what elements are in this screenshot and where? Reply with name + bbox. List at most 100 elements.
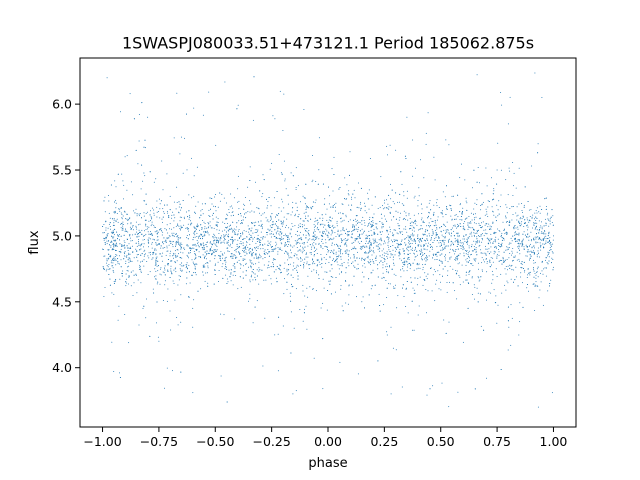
data-point: [463, 243, 464, 245]
data-point: [483, 229, 485, 231]
data-point: [220, 242, 222, 244]
data-point: [243, 247, 245, 249]
data-point: [246, 242, 248, 244]
data-point: [528, 290, 529, 292]
data-point: [121, 244, 123, 246]
data-point: [135, 226, 137, 228]
data-point: [329, 283, 331, 285]
data-point: [323, 226, 324, 228]
data-point: [169, 310, 171, 312]
data-point: [320, 307, 322, 309]
data-point: [274, 229, 276, 231]
data-point: [353, 246, 355, 248]
data-point: [345, 267, 347, 269]
data-point: [416, 224, 418, 226]
data-point: [212, 252, 213, 254]
data-point: [383, 243, 385, 245]
data-point: [535, 238, 537, 240]
data-point: [128, 254, 129, 256]
data-point: [110, 245, 112, 247]
data-point: [413, 240, 415, 242]
data-point: [448, 240, 450, 242]
data-point: [375, 245, 377, 247]
data-point: [218, 229, 220, 231]
data-point: [227, 241, 229, 243]
data-point: [384, 260, 386, 262]
data-point: [369, 238, 371, 239]
data-point: [441, 262, 443, 264]
data-point: [178, 275, 180, 277]
data-point: [164, 387, 165, 389]
data-point: [142, 239, 144, 241]
data-point: [512, 206, 514, 207]
data-point: [544, 243, 546, 245]
data-point: [231, 205, 233, 207]
data-point: [272, 263, 274, 265]
data-point: [413, 289, 415, 291]
data-point: [183, 218, 185, 220]
data-point: [243, 216, 244, 218]
data-point: [320, 246, 322, 248]
data-point: [168, 263, 169, 265]
data-point: [278, 316, 280, 318]
data-point: [335, 291, 336, 293]
data-point: [105, 229, 107, 231]
data-point: [467, 222, 469, 224]
data-point: [392, 256, 394, 258]
data-point: [512, 248, 514, 249]
data-point: [348, 204, 350, 206]
data-point: [373, 234, 375, 235]
data-point: [233, 263, 235, 265]
data-point: [353, 265, 355, 267]
data-point: [232, 229, 234, 231]
data-point: [371, 225, 373, 227]
data-point: [462, 228, 464, 230]
data-point: [509, 170, 511, 172]
data-point: [551, 245, 553, 247]
data-point: [272, 250, 274, 252]
data-point: [156, 200, 158, 202]
data-point: [169, 240, 171, 242]
data-point: [166, 224, 168, 226]
data-point: [127, 250, 129, 251]
data-point: [125, 256, 127, 258]
data-point: [475, 216, 477, 218]
data-point: [533, 224, 535, 226]
data-point: [132, 225, 134, 227]
data-point: [367, 252, 369, 254]
data-point: [172, 252, 174, 254]
data-point: [356, 237, 358, 239]
data-point: [128, 265, 130, 267]
data-point: [301, 242, 303, 244]
data-point: [309, 252, 311, 254]
data-point: [156, 211, 158, 213]
data-point: [386, 145, 388, 147]
data-point: [148, 226, 150, 228]
data-point: [372, 225, 374, 226]
data-point: [161, 218, 163, 220]
data-point: [247, 186, 249, 188]
data-point: [168, 235, 170, 237]
data-point: [276, 281, 278, 283]
data-point: [314, 234, 316, 236]
data-point: [483, 329, 485, 331]
data-point: [236, 234, 238, 236]
data-point: [393, 286, 394, 288]
data-point: [511, 252, 513, 254]
data-point: [545, 275, 547, 277]
data-point: [115, 256, 117, 257]
data-point: [313, 357, 315, 359]
data-point: [467, 307, 469, 309]
data-point: [543, 268, 545, 270]
data-point: [238, 200, 240, 202]
data-point: [258, 256, 260, 258]
data-point: [392, 249, 394, 251]
data-point: [518, 244, 520, 246]
data-point: [366, 235, 368, 237]
data-point: [208, 226, 209, 228]
data-point: [237, 104, 239, 106]
data-point: [480, 234, 482, 236]
data-point: [300, 201, 301, 203]
data-point: [418, 240, 420, 242]
data-point: [331, 229, 333, 231]
